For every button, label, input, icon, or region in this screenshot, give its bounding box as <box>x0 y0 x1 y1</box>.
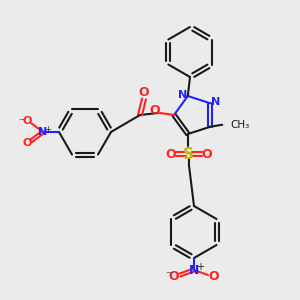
Text: O: O <box>22 138 32 148</box>
Text: N: N <box>211 97 220 107</box>
Text: CH₃: CH₃ <box>230 120 249 130</box>
Text: N: N <box>189 263 199 277</box>
Text: N: N <box>38 127 48 137</box>
Text: O: O <box>139 85 149 98</box>
Text: O: O <box>22 116 32 126</box>
Text: ⁻: ⁻ <box>165 270 171 280</box>
Text: ⁻: ⁻ <box>18 117 24 127</box>
Text: +: + <box>196 262 204 272</box>
Text: O: O <box>166 148 176 160</box>
Text: S: S <box>183 146 194 161</box>
Text: O: O <box>169 269 179 283</box>
Text: O: O <box>209 269 219 283</box>
Text: +: + <box>45 124 51 134</box>
Text: O: O <box>150 104 160 118</box>
Text: O: O <box>202 148 212 160</box>
Text: N: N <box>178 90 188 100</box>
